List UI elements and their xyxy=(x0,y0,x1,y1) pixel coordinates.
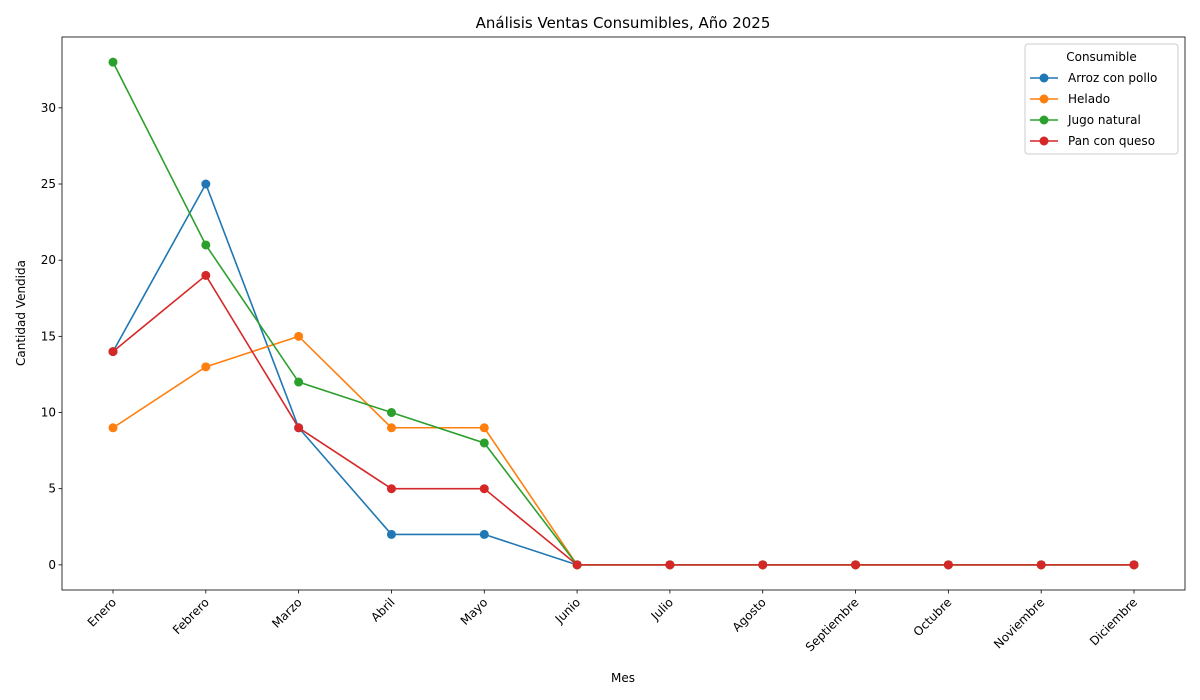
y-axis-label: Cantidad Vendida xyxy=(14,260,28,366)
legend: Consumible Arroz con pollo Helado Jugo natu… xyxy=(1024,43,1179,155)
data-point xyxy=(572,560,582,570)
data-point xyxy=(294,423,304,433)
data-point xyxy=(108,347,118,357)
y-tick-label: 0 xyxy=(48,558,56,572)
data-point xyxy=(851,560,861,570)
x-tick-label: Septiembre xyxy=(803,595,862,654)
legend-marker xyxy=(1039,73,1049,83)
data-point xyxy=(1036,560,1046,570)
data-point xyxy=(479,529,489,539)
x-tick-label: Febrero xyxy=(170,595,212,637)
data-point xyxy=(479,484,489,494)
x-tick-label: Mayo xyxy=(458,595,491,628)
y-tick-label: 5 xyxy=(48,482,56,496)
legend-marker xyxy=(1039,94,1049,104)
data-point xyxy=(665,560,675,570)
data-point xyxy=(758,560,768,570)
y-tick-label: 15 xyxy=(41,329,56,343)
legend-title: Consumible xyxy=(1066,50,1137,64)
data-point xyxy=(386,529,396,539)
chart-title: Análisis Ventas Consumibles, Año 2025 xyxy=(476,14,771,32)
data-point xyxy=(201,179,211,189)
data-point xyxy=(108,57,118,67)
legend-frame xyxy=(1024,43,1179,155)
data-point xyxy=(386,423,396,433)
x-tick-label: Noviembre xyxy=(991,595,1047,651)
y-tick-label: 30 xyxy=(41,101,56,115)
x-tick-label: Julio xyxy=(648,595,676,623)
x-tick-label: Enero xyxy=(85,595,119,629)
plot-frame xyxy=(61,36,1186,591)
data-point xyxy=(479,423,489,433)
y-tick-label: 20 xyxy=(41,253,56,267)
data-point xyxy=(479,438,489,448)
legend-marker xyxy=(1039,115,1049,125)
data-point xyxy=(201,240,211,250)
x-tick-label: Agosto xyxy=(730,595,769,634)
legend-entry: Pan con queso xyxy=(1068,134,1155,148)
plot-area: 0 5 10 15 20 25 30 Enero Febrero Marzo Abril Mayo Ju… xyxy=(41,36,1186,654)
x-tick-label: Octubre xyxy=(911,595,955,639)
x-tick-label: Marzo xyxy=(269,595,305,631)
series-line xyxy=(112,274,1134,566)
data-point xyxy=(386,484,396,494)
series-line xyxy=(112,335,1134,566)
data-point xyxy=(108,423,118,433)
y-tick-label: 25 xyxy=(41,177,56,191)
data-point xyxy=(386,408,396,418)
legend-entry: Helado xyxy=(1068,92,1110,106)
x-tick-label: Abril xyxy=(368,595,397,624)
legend-entry: Jugo natural xyxy=(1067,113,1141,127)
y-tick-label: 10 xyxy=(41,406,56,420)
legend-entry: Arroz con pollo xyxy=(1068,71,1157,85)
x-axis-label: Mes xyxy=(611,671,635,685)
data-point xyxy=(294,331,304,341)
series-line xyxy=(112,61,1134,566)
data-point xyxy=(1129,560,1139,570)
legend-marker xyxy=(1039,136,1049,146)
data-point xyxy=(943,560,953,570)
data-point xyxy=(201,362,211,372)
x-tick-label: Junio xyxy=(552,595,583,626)
data-point xyxy=(201,270,211,280)
x-tick-label: Diciembre xyxy=(1087,595,1140,648)
data-point xyxy=(294,377,304,387)
